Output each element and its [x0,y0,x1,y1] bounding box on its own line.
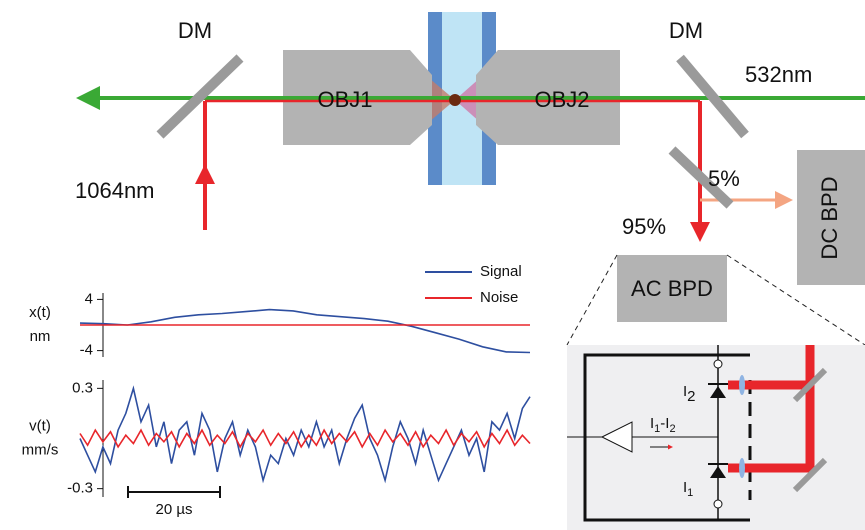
y-axis-label: x(t) [29,304,51,321]
laser-label: 532nm [745,62,812,87]
current-label: 2 [687,388,695,405]
inset: I2 I1 I1-I2 [567,345,865,530]
y-axis-label: nm [30,328,51,345]
current-label: 2 [669,423,675,435]
laser-label: 1064nm [75,178,155,203]
setup: DM DM OBJ1 OBJ2 532nm 1064nm 5% 95% DC B… [75,12,865,345]
obj-label: OBJ1 [317,87,372,112]
y-axis-label: mm/s [22,441,59,458]
split-label: 5% [708,166,740,191]
scale-label: 20 µs [156,501,193,518]
y-tick-label: -4 [80,342,93,359]
current-label: -I [660,415,669,432]
dm-label: DM [178,18,212,43]
detector-label: DC BPD [817,176,842,259]
y-axis-label: v(t) [29,417,51,434]
current-label: 1 [687,487,693,499]
obj-label: OBJ2 [534,87,589,112]
legend-label: Noise [480,289,518,306]
figure: DM DM OBJ1 OBJ2 532nm 1064nm 5% 95% DC B… [0,0,865,530]
split-label: 95% [622,214,666,239]
y-tick-label: -0.3 [67,480,93,497]
trace [80,310,530,353]
y-tick-label: 0.3 [72,379,93,396]
detector-label: AC BPD [631,276,713,301]
legend-label: Signal [480,263,522,280]
y-tick-label: 4 [85,290,93,307]
dm-label: DM [669,18,703,43]
